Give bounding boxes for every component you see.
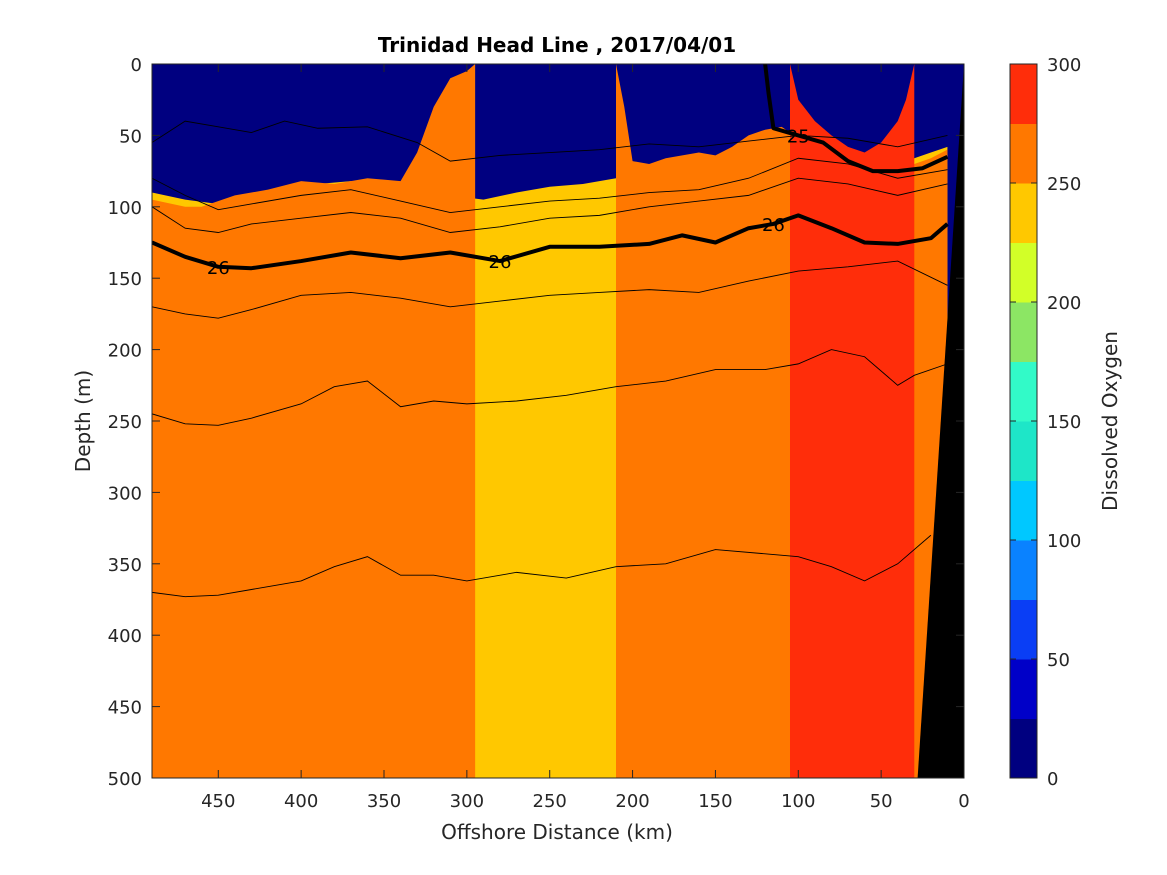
density-line-4 [152,349,948,426]
x-tick-label: 250 [533,791,567,812]
contour-label-25-0: 25 [787,126,810,147]
colorbar-swatch-6 [1010,361,1037,422]
y-tick-label: 450 [108,698,142,719]
colorbar-tick-label: 200 [1047,293,1081,314]
y-tick-label: 500 [108,769,142,790]
x-axis: 450 400 350 300 250 200 150 100 50 0 [201,64,970,812]
contour-label-26-2: 26 [762,215,785,236]
y-tick-label: 50 [119,126,142,147]
x-tick-label: 150 [698,791,732,812]
density-line-5 [152,534,932,598]
colorbar-tick-label: 50 [1047,650,1070,671]
colorbar-swatch-1 [1010,659,1037,719]
colorbar-swatch-3 [1010,540,1037,600]
x-tick-label: 200 [615,791,649,812]
density-line-1 [152,157,948,213]
plot-area: 25 26 26 26 [152,64,964,778]
x-tick-label: 400 [284,791,318,812]
y-tick-label: 300 [108,483,142,504]
contour-label-26-0: 26 [207,258,230,279]
labeled-contours: 25 26 26 26 [152,64,949,279]
colorbar-swatch-11 [1010,64,1037,124]
contour-line-26-1 [152,213,949,271]
contour-line-25-0 [763,64,949,174]
colorbar-swatch-4 [1010,480,1037,541]
land-mask [917,64,964,778]
colorbar-tick-label: 300 [1047,55,1081,76]
y-tick-label: 0 [131,55,142,76]
colorbar-label: Dissolved Oxygen [1098,331,1122,511]
x-tick-label: 0 [958,791,969,812]
y-tick-label: 400 [108,626,142,647]
y-tick-label: 200 [108,341,142,362]
density-line-3 [152,260,948,319]
colorbar-swatch-5 [1010,421,1037,481]
density-line-2 [152,177,948,233]
colorbar-swatch-8 [1010,242,1037,303]
y-axis-label: Depth (m) [71,370,95,472]
colorbar-tick-label: 100 [1047,531,1081,552]
y-axis: 0 50 100 150 200 250 300 350 400 450 500 [108,55,964,790]
colorbar-tick-label: 0 [1047,769,1058,790]
colorbar: 0 50 100 150 200 250 300 [1009,55,1081,790]
chart-title: Trinidad Head Line , 2017/04/01 [378,33,736,57]
colorbar-swatch-2 [1010,599,1037,660]
x-axis-label: Offshore Distance (km) [441,820,673,844]
y-tick-label: 100 [108,198,142,219]
x-tick-label: 450 [201,791,235,812]
colorbar-swatch-10 [1010,123,1037,184]
x-tick-label: 50 [870,791,893,812]
colorbar-tick-label: 150 [1047,412,1081,433]
y-tick-label: 350 [108,555,142,576]
x-tick-label: 100 [781,791,815,812]
y-tick-label: 250 [108,412,142,433]
colorbar-swatch-9 [1010,183,1037,243]
contour-label-26-1: 26 [489,252,512,273]
colorbar-swatch-0 [1010,718,1037,779]
colorbar-swatch-7 [1010,302,1037,362]
colorbar-tick-label: 250 [1047,174,1081,195]
x-tick-label: 350 [367,791,401,812]
x-tick-label: 300 [450,791,484,812]
y-tick-label: 150 [108,269,142,290]
zone-level-10-9 [152,64,476,778]
